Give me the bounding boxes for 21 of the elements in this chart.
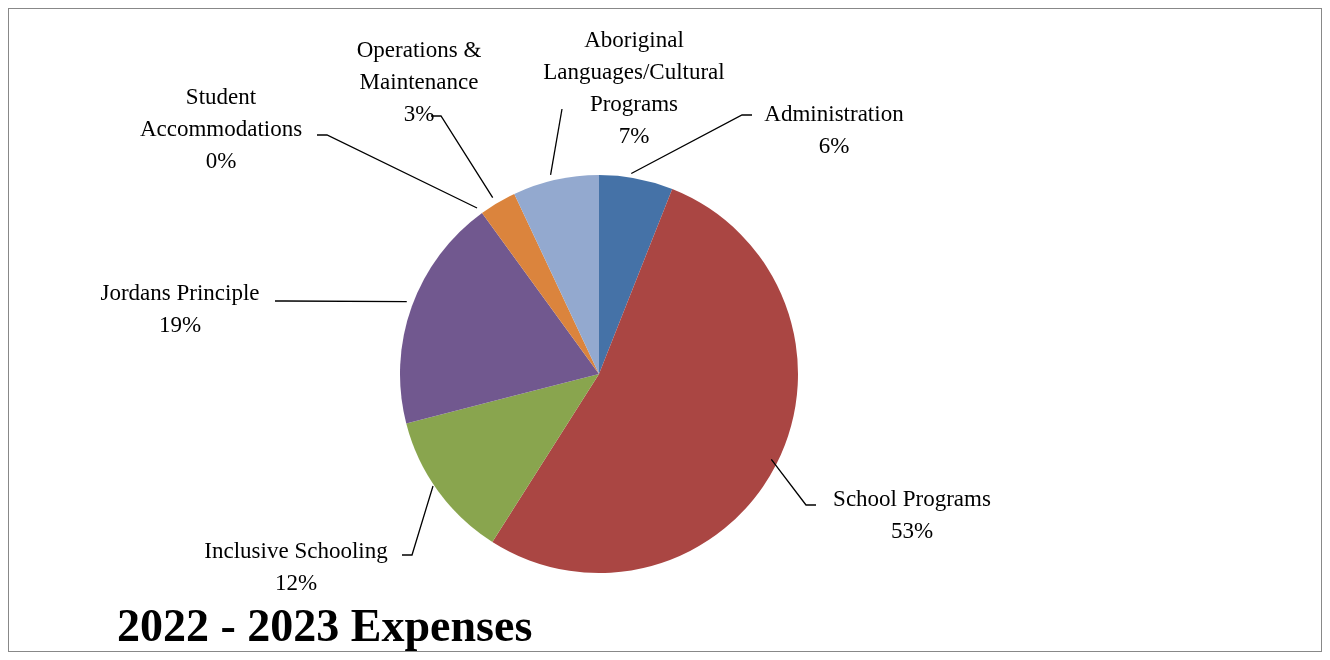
pie-slice <box>492 188 798 573</box>
data-label: 12% <box>274 570 318 595</box>
pie-slice <box>406 374 599 543</box>
slice-label: Jordans Principle <box>100 280 260 305</box>
pie-slice <box>482 193 599 374</box>
data-label: 3% <box>403 101 435 126</box>
data-label: 6% <box>818 133 850 158</box>
slice-label: Administration <box>764 101 905 126</box>
category-label: Student Accommodations <box>139 84 303 141</box>
pie-slice <box>599 175 673 374</box>
data-label: 19% <box>158 312 202 337</box>
data-label: 7% <box>618 123 650 148</box>
pie-slice <box>400 213 599 424</box>
slice-label: Operations & Maintenance <box>356 37 482 94</box>
text: 0% <box>205 148 237 173</box>
slice-label: Inclusive Schooling <box>204 538 389 563</box>
slice-label: School Programs <box>833 486 991 511</box>
slice-label: Aboriginal Languages/Cultural Programs <box>543 27 725 116</box>
data-label: 53% <box>890 518 934 543</box>
text: 2022 - 2023 Expenses <box>117 600 533 651</box>
pie-slice <box>514 175 599 374</box>
